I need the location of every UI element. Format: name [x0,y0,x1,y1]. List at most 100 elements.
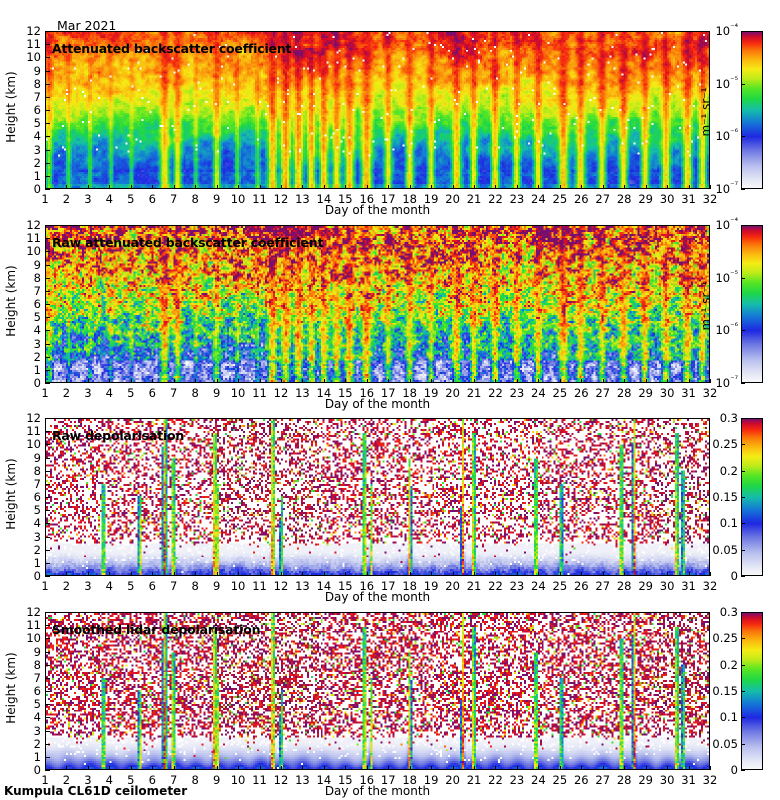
colorbar-tick-mark [741,550,745,551]
x-tick-label-0-32: 32 [702,192,718,206]
x-tick-mark [345,572,346,576]
x-tick-label-0-3: 3 [84,192,92,206]
y-tick-label-2-12: 12 [26,411,41,425]
x-tick-label-2-13: 13 [295,579,310,593]
x-tick-mark [495,185,496,189]
x-tick-label-3-10: 10 [230,773,246,787]
x-tick-label-0-14: 14 [316,192,332,206]
x-tick-mark [367,766,368,770]
x-tick-mark [45,572,46,576]
colorbar-tick-mark [741,691,745,692]
colorbar-tick-label-2-4: 0.1 [719,516,738,531]
x-tick-label-2-10: 10 [230,579,246,593]
plot-area-raw-depolarisation[interactable] [45,418,710,576]
x-tick-mark [302,766,303,770]
x-tick-mark [474,572,475,576]
y-tick-label-2-1: 1 [33,555,41,570]
y-tick-mark [45,71,50,72]
x-tick-mark [88,766,89,770]
x-tick-mark [710,185,711,189]
y-tick-mark [45,550,50,551]
x-tick-mark [367,572,368,576]
x-tick-label-0-13: 13 [295,192,310,206]
x-tick-label-3-29: 29 [638,773,653,787]
x-tick-mark [109,766,110,770]
y-tick-label-3-6: 6 [33,684,41,698]
plot-area-attenuated-backscatter[interactable] [45,31,710,189]
x-tick-label-3-14: 14 [316,773,332,787]
x-tick-label-1-22: 22 [488,386,503,400]
x-tick-label-0-19: 19 [423,192,439,206]
x-tick-mark [388,379,389,383]
x-tick-mark [624,379,625,383]
colorbar-tick-label-1-2: 10⁻⁶ [715,322,738,338]
y-tick-label-0-11: 11 [26,37,41,52]
y-tick-label-2-3: 3 [33,529,41,544]
x-tick-mark [324,766,325,770]
x-tick-label-0-12: 12 [273,192,289,206]
x-tick-mark [603,379,604,383]
figure-footer: Kumpula CL61D ceilometer [4,784,188,798]
x-tick-label-3-12: 12 [273,773,289,787]
x-tick-label-1-11: 11 [252,386,267,400]
y-tick-mark [45,251,50,252]
y-tick-label-1-0: 0 [33,376,41,390]
x-tick-label-0-6: 6 [148,192,156,206]
colorbar-tick-label-3-0: 0.3 [719,605,738,619]
x-tick-mark [646,379,647,383]
x-tick-mark [646,572,647,576]
colorbar-unit-1: m⁻¹ sr⁻¹ [699,281,713,331]
x-tick-mark [131,185,132,189]
x-tick-label-0-10: 10 [230,192,246,206]
panel-label-smoothed-lidar-depolarisation: Smoothed lidar depolarisation [52,622,261,637]
x-tick-label-3-11: 11 [252,773,267,787]
x-tick-mark [495,766,496,770]
plot-area-raw-attenuated-backscatter[interactable] [45,225,710,383]
colorbar-tick-mark [741,471,745,472]
y-tick-mark [45,652,50,653]
y-tick-mark [45,444,50,445]
x-tick-mark [238,185,239,189]
x-tick-label-3-13: 13 [295,773,310,787]
colorbar-tick-label-0-1: 10⁻⁵ [715,75,738,91]
x-tick-label-2-24: 24 [531,579,546,593]
x-tick-label-2-26: 26 [573,579,589,593]
y-axis-label-0: Height (km) [4,71,18,143]
x-tick-mark [431,379,432,383]
x-tick-label-2-1: 1 [41,579,49,593]
y-tick-label-1-8: 8 [33,270,41,285]
y-tick-mark [45,484,50,485]
x-tick-label-3-1: 1 [41,773,49,787]
x-tick-label-0-7: 7 [170,192,178,206]
x-tick-mark [581,185,582,189]
colorbar-tick-label-3-1: 0.25 [712,631,738,646]
x-tick-mark [431,766,432,770]
y-tick-label-1-6: 6 [33,297,41,311]
x-tick-mark [66,185,67,189]
y-tick-mark [45,163,50,164]
x-tick-label-0-23: 23 [509,192,525,206]
x-tick-label-3-27: 27 [595,773,611,787]
y-tick-mark [45,123,50,124]
x-tick-label-1-27: 27 [595,386,611,400]
x-tick-mark [431,185,432,189]
x-tick-mark [603,766,604,770]
y-tick-mark [45,357,50,358]
y-tick-label-3-10: 10 [26,631,41,646]
plot-area-smoothed-lidar-depolarisation[interactable] [45,612,710,770]
x-tick-mark [302,379,303,383]
x-tick-label-0-18: 18 [402,192,417,206]
x-tick-label-2-22: 22 [488,579,503,593]
x-tick-mark [603,185,604,189]
x-tick-label-2-3: 3 [84,579,92,593]
x-tick-mark [217,185,218,189]
panel-label-raw-attenuated-backscatter: Raw attenuated backscatter coefficient [52,235,324,250]
y-tick-mark [45,278,50,279]
y-tick-mark [45,638,50,639]
colorbar-tick-mark [741,225,745,226]
x-tick-label-1-3: 3 [84,386,92,400]
y-tick-mark [45,717,50,718]
x-tick-label-2-6: 6 [148,579,156,593]
x-tick-label-1-15: 15 [337,386,353,400]
